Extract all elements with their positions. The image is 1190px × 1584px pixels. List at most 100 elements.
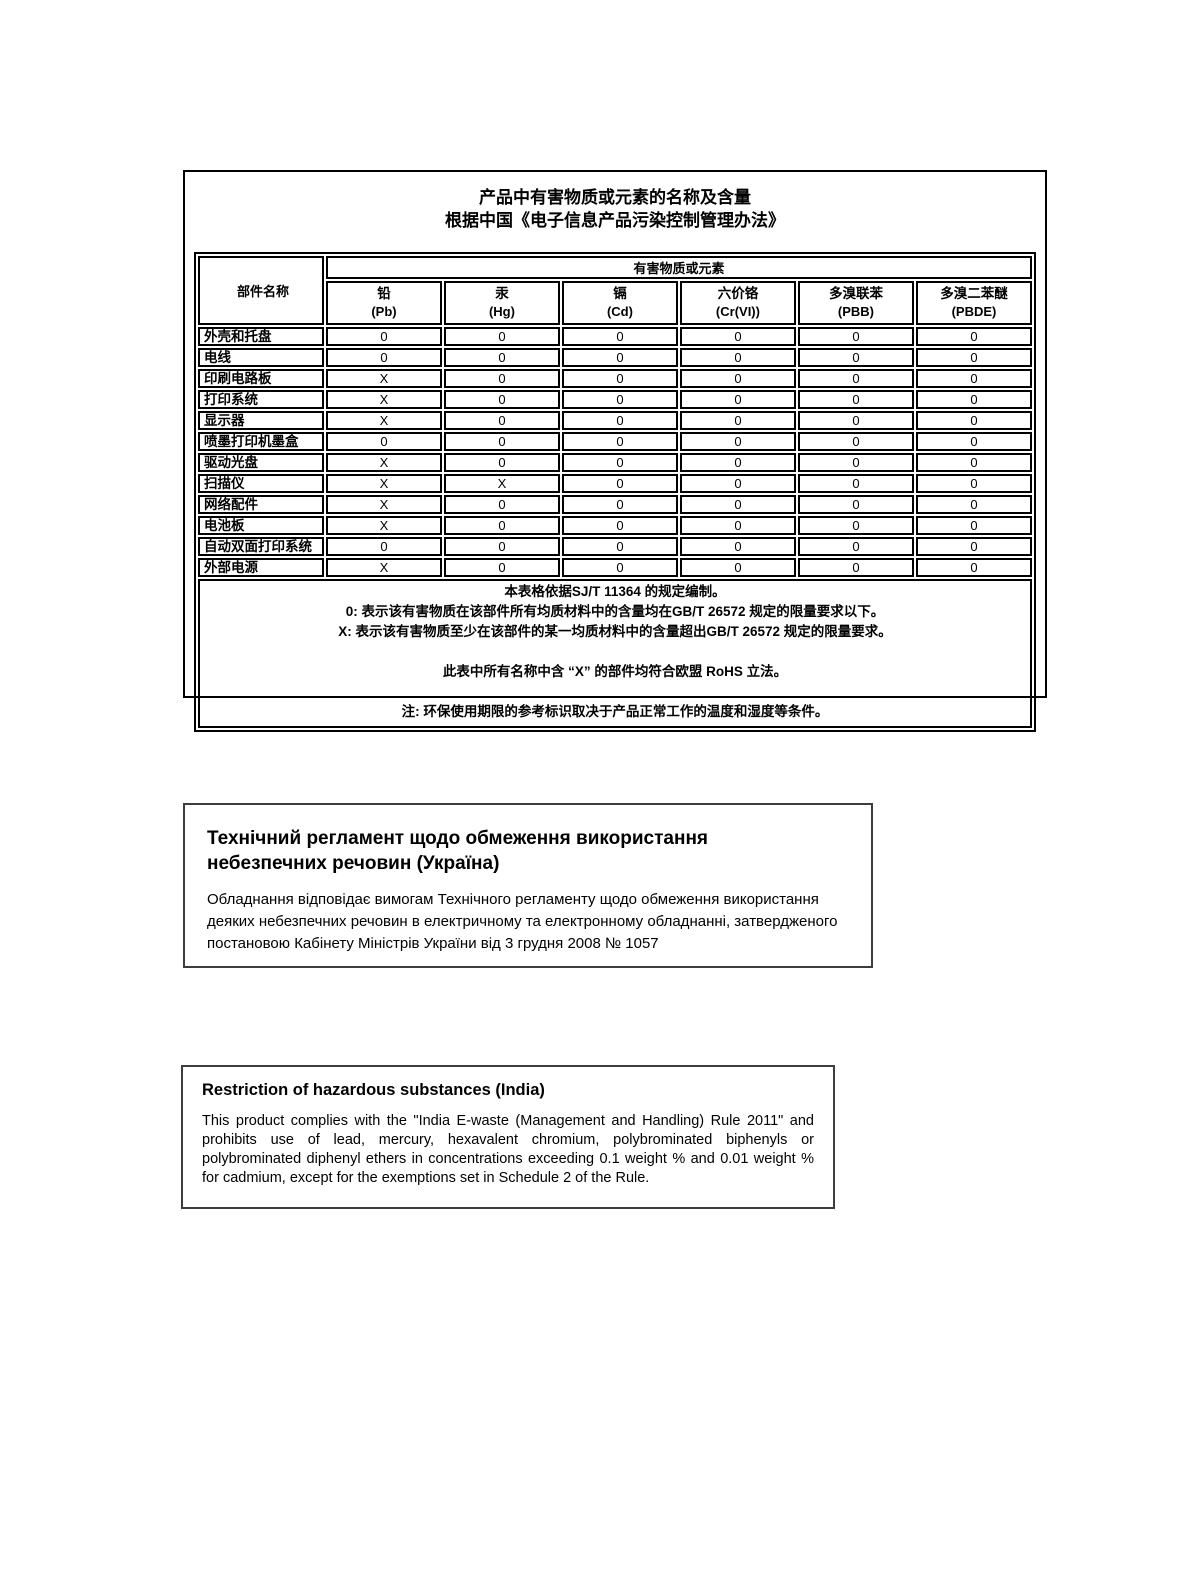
substance-value-cell: 0 [561,327,678,346]
component-name-cell: 印刷电路板 [197,369,324,388]
element-column-header: 镉 (Cd) [561,281,678,325]
substance-value-cell: 0 [443,432,560,451]
substance-value-cell: 0 [561,369,678,388]
ukraine-regulation-notice: Технічний регламент щодо обмеження викор… [183,803,873,968]
table-row: 喷墨打印机墨盒 0 0 0 0 0 0 [197,432,1033,451]
substance-value-cell: 0 [679,558,796,577]
substance-value-cell: 0 [797,453,914,472]
substance-value-cell: 0 [325,327,442,346]
substance-value-cell: 0 [679,390,796,409]
component-name-cell: 自动双面打印系统 [197,537,324,556]
element-column-header: 汞 (Hg) [443,281,560,325]
substance-value-cell: 0 [561,558,678,577]
ukraine-notice-body: Обладнання відповідає вимогам Технічного… [207,891,838,952]
table-notes: 本表格依据SJ/T 11364 的规定编制。 0: 表示该有害物质在该部件所有均质… [197,579,1033,728]
substance-value-cell: 0 [325,432,442,451]
table-note-line: X: 表示该有害物质至少在该部件的某一均质材料中的含量超出GB/T 26572 … [338,624,892,639]
india-notice-body: This product complies with the "India E-… [202,1113,814,1186]
substance-value-cell: X [325,558,442,577]
substance-value-cell: 0 [797,558,914,577]
substance-value-cell: X [325,390,442,409]
substance-value-cell: 0 [443,369,560,388]
component-name-cell: 喷墨打印机墨盒 [197,432,324,451]
substance-value-cell: 0 [443,495,560,514]
element-name: 多溴联苯 [828,286,883,301]
substances-header-row: 部件名称 有害物质或元素 [197,256,1033,325]
component-name-cell: 电线 [197,348,324,367]
china-rohs-table: 部件名称 有害物质或元素 铅 (Pb) 汞 (Hg) 镉 (Cd) 六价铬 (Cr(VI)) 多… [193,252,1037,732]
substance-value-cell: 0 [561,411,678,430]
substance-value-cell: 0 [325,537,442,556]
table-row: 印刷电路板 X 0 0 0 0 0 [197,369,1033,388]
element-symbol: (PBB) [837,304,874,319]
substance-value-cell: 0 [915,348,1033,367]
substance-value-cell: 0 [443,516,560,535]
element-symbol: (Cd) [606,304,633,319]
table-note-line: 本表格依据SJ/T 11364 的规定编制。 [504,584,726,599]
substance-value-cell: 0 [443,537,560,556]
substance-value-cell: 0 [679,516,796,535]
table-note-line: 0: 表示该有害物质在该部件所有均质材料中的含量均在GB/T 26572 规定的… [345,604,885,619]
table-row: 显示器 X 0 0 0 0 0 [197,411,1033,430]
substance-value-cell: 0 [797,495,914,514]
component-name-cell: 显示器 [197,411,324,430]
substance-value-cell: X [325,474,442,493]
element-column-header: 铅 (Pb) [325,281,442,325]
substance-value-cell: 0 [915,474,1033,493]
table-row: 打印系统 X 0 0 0 0 0 [197,390,1033,409]
substance-value-cell: 0 [561,474,678,493]
table-note-line: 此表中所有名称中含 “X” 的部件均符合欧盟 RoHS 立法。 [442,664,788,679]
substance-value-cell: 0 [443,453,560,472]
substance-value-cell: 0 [561,453,678,472]
element-symbol: (Cr(VI)) [715,304,760,319]
substance-value-cell: 0 [443,411,560,430]
substance-value-cell: 0 [915,558,1033,577]
substance-value-cell: 0 [915,537,1033,556]
table-note-line [205,642,1025,662]
substance-value-cell: 0 [797,327,914,346]
element-column-header: 多溴联苯 (PBB) [797,281,914,325]
component-name-cell: 扫描仪 [197,474,324,493]
substance-value-cell: 0 [561,390,678,409]
substance-value-cell: 0 [915,495,1033,514]
substance-value-cell: 0 [915,390,1033,409]
table-notes-row: 本表格依据SJ/T 11364 的规定编制。 0: 表示该有害物质在该部件所有均质… [197,579,1033,728]
table-row: 外壳和托盘 0 0 0 0 0 0 [197,327,1033,346]
element-symbol: (Hg) [488,304,515,319]
substance-value-cell: X [325,411,442,430]
table-row: 外部电源 X 0 0 0 0 0 [197,558,1033,577]
substance-value-cell: 0 [679,432,796,451]
element-symbol: (Pb) [371,304,397,319]
ukraine-notice-title: Технічний регламент щодо обмеження викор… [207,828,709,874]
substance-value-cell: 0 [443,390,560,409]
element-column-header: 六价铬 (Cr(VI)) [679,281,796,325]
substance-value-cell: X [325,495,442,514]
element-name: 六价铬 [717,286,759,301]
component-name-cell: 外部电源 [197,558,324,577]
substance-value-cell: 0 [915,432,1033,451]
substance-value-cell: X [325,453,442,472]
table-note-line: 注: 环保使用期限的参考标识取决于产品正常工作的温度和湿度等条件。 [401,704,829,719]
substance-value-cell: 0 [325,348,442,367]
substance-value-cell: 0 [443,327,560,346]
component-name-cell: 外壳和托盘 [197,327,324,346]
substance-value-cell: 0 [797,369,914,388]
india-rohs-notice: Restriction of hazardous substances (Ind… [181,1065,835,1209]
component-name-header: 部件名称 [197,256,324,325]
substance-value-cell: 0 [679,453,796,472]
substance-value-cell: 0 [679,495,796,514]
substance-value-cell: 0 [443,348,560,367]
substance-value-cell: 0 [679,411,796,430]
substance-value-cell: 0 [797,516,914,535]
element-name: 铅 [377,286,391,301]
table-row: 电池板 X 0 0 0 0 0 [197,516,1033,535]
element-column-header: 多溴二苯醚 (PBDE) [915,281,1033,325]
substance-value-cell: 0 [915,453,1033,472]
substance-value-cell: X [443,474,560,493]
table-row: 驱动光盘 X 0 0 0 0 0 [197,453,1033,472]
substance-value-cell: 0 [561,432,678,451]
table-row: 扫描仪 X X 0 0 0 0 [197,474,1033,493]
component-name-cell: 打印系统 [197,390,324,409]
substance-value-cell: X [325,516,442,535]
